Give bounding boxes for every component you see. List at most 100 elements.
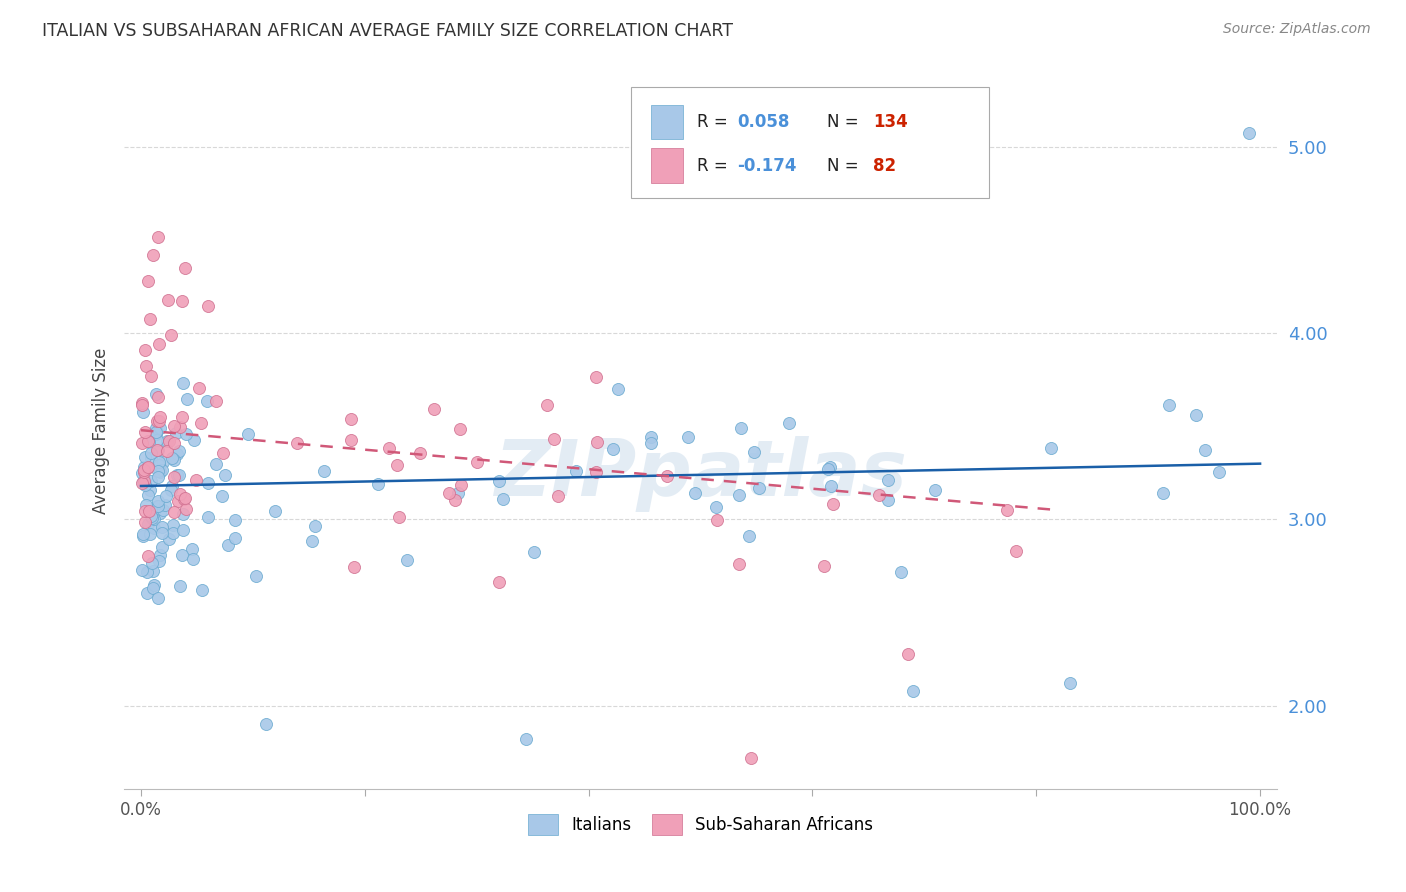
Point [197,476,219,491]
Point [148,494,170,508]
Point [818,459,841,474]
Point [148,337,170,351]
Point [450,478,472,492]
Point [443,493,465,508]
Point [1185,408,1208,422]
Point [465,455,488,469]
Point [488,575,510,590]
Point [236,426,259,441]
Point [136,274,159,288]
Point [148,464,170,478]
Text: 134: 134 [873,113,908,131]
Point [156,444,179,458]
Point [395,553,418,567]
Point [148,554,170,568]
Point [167,444,190,458]
Point [136,586,159,600]
Point [301,534,323,549]
Point [139,446,162,460]
Point [683,486,706,500]
Point [170,549,193,563]
Point [135,566,157,580]
Point [730,420,752,434]
Point [817,462,839,476]
Point [138,434,160,449]
Point [1039,441,1062,455]
Point [166,493,188,508]
Point [1005,543,1028,558]
Point [160,479,183,493]
Point [135,359,157,373]
Point [169,579,191,593]
Point [141,368,163,383]
Point [148,455,170,469]
Point [163,419,186,434]
Point [897,647,920,661]
Point [820,479,842,493]
Point [160,483,183,497]
Point [141,511,163,525]
Point [131,527,153,541]
Point [728,557,751,571]
Point [1159,398,1181,412]
Point [159,327,181,342]
Point [449,422,471,436]
Point [174,491,197,505]
Point [543,433,565,447]
Point [152,503,174,517]
Point [146,414,169,428]
Point [586,434,609,449]
FancyBboxPatch shape [631,87,988,198]
Point [868,487,890,501]
Point [149,507,172,521]
Point [132,528,155,542]
Point [142,564,165,578]
Bar [651,105,683,139]
Point [142,512,165,526]
Point [134,478,156,492]
Point [165,425,187,440]
Point [142,577,165,591]
Point [162,469,184,483]
Point [131,466,153,480]
Point [146,442,169,457]
Point [224,513,246,527]
Text: 0.058: 0.058 [737,113,790,131]
Point [131,476,153,491]
Point [149,420,172,434]
Point [145,433,167,447]
Point [183,433,205,447]
Point [145,425,167,439]
Point [131,436,153,450]
Point [141,475,163,489]
Point [150,526,173,541]
Point [547,489,569,503]
Point [304,518,326,533]
Point [197,510,219,524]
Point [132,462,155,476]
Point [131,562,153,576]
Point [132,465,155,479]
Point [134,450,156,464]
Point [145,421,167,435]
Point [139,451,162,466]
Point [995,502,1018,516]
Point [173,492,195,507]
Bar [651,148,683,183]
Point [190,417,212,431]
Point [150,540,173,554]
Point [143,505,166,519]
Point [149,465,172,479]
Point [146,499,169,513]
Point [188,381,211,395]
Point [166,468,188,483]
Point [205,457,228,471]
Point [181,552,204,566]
Point [437,486,460,500]
Point [148,229,170,244]
Point [738,528,761,542]
Point [174,427,197,442]
Point [205,394,228,409]
Point [676,430,699,444]
Point [141,509,163,524]
